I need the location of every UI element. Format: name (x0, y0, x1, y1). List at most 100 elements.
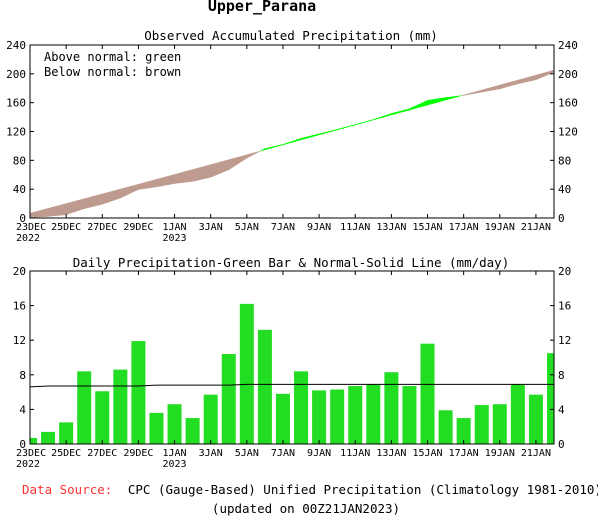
daily-bar (312, 390, 327, 444)
accumulated-deviation-segment (463, 89, 482, 96)
accumulated-deviation-segment (445, 95, 462, 101)
accumulated-deviation-segment (354, 119, 374, 126)
accumulated-deviation-segment (192, 164, 211, 182)
daily-bar (113, 369, 128, 444)
y-tick-label-right: 0 (558, 438, 565, 451)
y-tick-label-right: 40 (558, 183, 571, 196)
daily-bar (257, 329, 272, 444)
y-tick-label-right: 80 (558, 154, 571, 167)
daily-bar (492, 404, 507, 444)
x-tick-label: 3JAN (199, 222, 223, 233)
accumulated-deviation-segment (47, 203, 67, 217)
x-tick-label: 21JAN (521, 222, 551, 233)
y-tick-label-left: 200 (6, 68, 26, 81)
legend-note-above: Above normal: green (44, 50, 181, 64)
y-tick-label-left: 12 (13, 334, 26, 347)
x-tick-label: 7JAN (271, 222, 295, 233)
data-source-line: Data Source: CPC (Gauge-Based) Unified P… (22, 482, 598, 497)
accumulated-deviation-segment (481, 84, 501, 93)
accumulated-deviation-segment (246, 150, 261, 159)
daily-marks (29, 303, 554, 444)
daily-bar (528, 394, 543, 444)
x-tick-label: 7JAN (271, 448, 295, 459)
daily-panel-title: Daily Precipitation-Green Bar & Normal-S… (73, 255, 510, 270)
x-tick-year-label: 2023 (163, 459, 187, 470)
accumulated-deviation-segment (83, 193, 103, 209)
x-tick-label: 19JAN (485, 448, 515, 459)
x-tick-label: 17JAN (449, 222, 479, 233)
x-tick-label: 11JAN (340, 448, 370, 459)
accumulated-deviation-segment (318, 129, 338, 136)
x-tick-year-label: 2023 (163, 233, 187, 244)
x-tick-label: 19JAN (485, 222, 515, 233)
accumulated-deviation-segment (156, 174, 175, 188)
x-tick-label: 23DEC (16, 448, 46, 459)
daily-bar (41, 431, 56, 444)
accumulated-deviation-segment (102, 188, 121, 205)
accumulated-deviation-segment (259, 148, 266, 152)
accumulated-deviation-segment (120, 183, 139, 199)
accumulated-deviation-segment (138, 179, 157, 190)
data-source-text: CPC (Gauge-Based) Unified Precipitation … (128, 482, 598, 497)
y-tick-label-left: 240 (6, 39, 26, 52)
x-tick-label: 25DEC (51, 222, 81, 233)
y-tick-label-left: 40 (13, 183, 26, 196)
daily-bar (167, 404, 182, 444)
y-tick-label-right: 4 (558, 403, 565, 416)
y-tick-label-left: 16 (13, 300, 26, 313)
x-tick-year-label: 2022 (16, 233, 40, 244)
daily-bar (366, 384, 381, 444)
daily-bar (294, 371, 309, 444)
accumulated-deviation-segment (391, 108, 410, 116)
daily-bar (275, 393, 290, 444)
x-tick-label: 1JAN (163, 448, 187, 459)
daily-bar (30, 437, 37, 444)
x-tick-label: 9JAN (307, 448, 331, 459)
y-tick-label-right: 120 (558, 126, 578, 139)
y-tick-label-right: 16 (558, 300, 571, 313)
daily-bar (420, 343, 435, 444)
x-tick-label: 3JAN (199, 448, 223, 459)
y-tick-label-left: 0 (19, 438, 26, 451)
accumulated-deviation-segment (535, 69, 555, 81)
x-tick-label: 15JAN (412, 448, 442, 459)
x-tick-label: 5JAN (235, 222, 259, 233)
daily-bar (348, 386, 363, 444)
y-tick-label-left: 20 (13, 265, 26, 278)
y-tick-label-right: 12 (558, 334, 571, 347)
daily-bar (474, 405, 489, 444)
y-tick-label-left: 80 (13, 154, 26, 167)
daily-bar (402, 386, 417, 444)
accumulated-panel: Observed Accumulated Precipitation (mm) … (6, 28, 578, 244)
y-tick-label-left: 160 (6, 97, 26, 110)
daily-bar (59, 422, 74, 444)
accumulated-deviation-segment (29, 208, 49, 218)
daily-bar (131, 341, 146, 444)
daily-bar (239, 303, 254, 444)
x-tick-label: 29DEC (123, 448, 153, 459)
accumulated-deviation-segment (409, 99, 428, 111)
y-tick-label-right: 200 (558, 68, 578, 81)
accumulated-deviation-segment (282, 138, 302, 146)
x-tick-label: 23DEC (16, 222, 46, 233)
x-tick-label: 9JAN (307, 222, 331, 233)
accumulated-deviation-segment (210, 159, 230, 178)
x-tick-label: 27DEC (87, 222, 117, 233)
x-tick-label: 5JAN (235, 448, 259, 459)
updated-note: (updated on 00Z21JAN2023) (212, 501, 400, 516)
accumulated-marks (29, 69, 555, 218)
x-tick-label: 1JAN (163, 222, 187, 233)
y-tick-label-left: 4 (19, 403, 26, 416)
x-tick-label: 27DEC (87, 448, 117, 459)
accumulated-deviation-segment (65, 198, 85, 216)
accumulated-deviation-segment (228, 154, 248, 171)
x-tick-label: 25DEC (51, 448, 81, 459)
figure-title: Upper_Parana (208, 0, 316, 15)
x-tick-label: 17JAN (449, 448, 479, 459)
accumulated-deviation-segment (174, 169, 193, 184)
y-tick-label-right: 240 (558, 39, 578, 52)
daily-bar (185, 418, 200, 444)
y-tick-label-right: 0 (558, 212, 565, 225)
